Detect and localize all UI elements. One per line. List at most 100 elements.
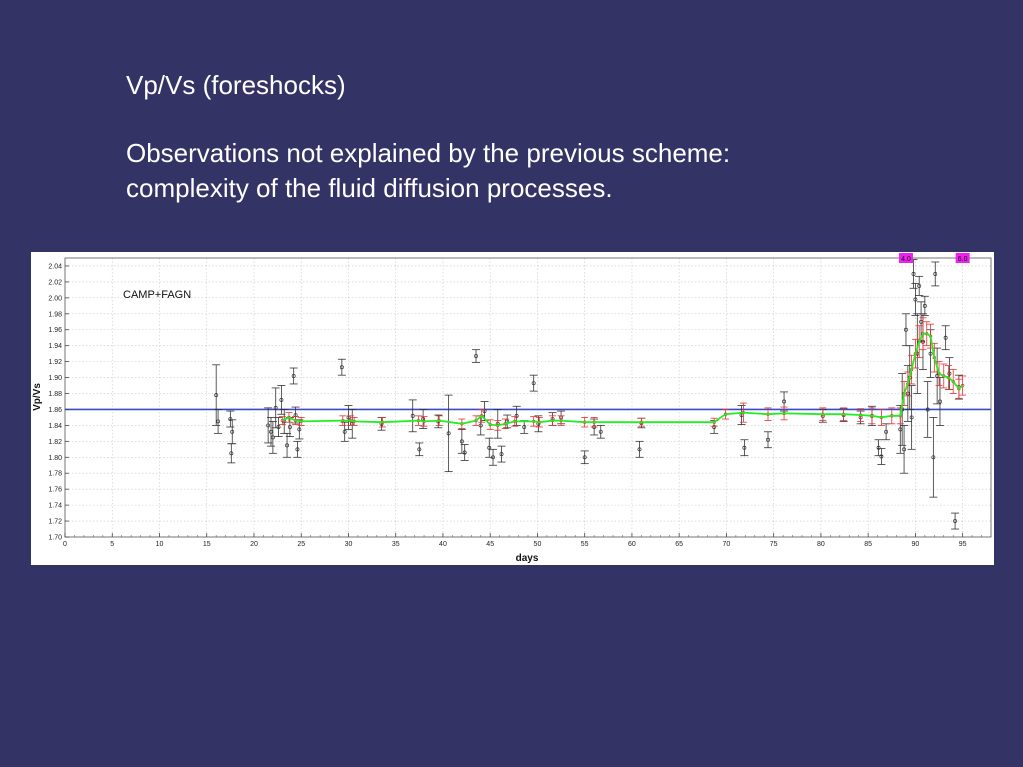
raw-point: [268, 421, 277, 454]
raw-point: [931, 261, 940, 287]
data-point: [522, 425, 527, 429]
data-point: [931, 455, 936, 460]
raw-point: [534, 415, 543, 433]
raw-point: [635, 440, 644, 458]
data-point: [933, 271, 938, 276]
y-tick-label: 2.02: [48, 279, 62, 286]
raw-point: [920, 295, 929, 316]
data-point: [295, 447, 300, 452]
data-point: [917, 283, 922, 288]
chart-annotation: CAMP+FAGN: [123, 289, 191, 301]
grid-layer: [64, 258, 991, 538]
y-tick-label: 1.92: [48, 359, 62, 366]
plot-frame: [64, 257, 992, 538]
y-tick-label: 2.00: [48, 295, 62, 302]
y-tick-label: 1.70: [48, 535, 62, 542]
x-tick-label: 15: [203, 541, 211, 548]
raw-point: [419, 409, 428, 429]
raw-point: [764, 431, 773, 449]
y-tick-label: 1.86: [48, 407, 62, 414]
raw-point: [472, 349, 481, 363]
raw-point: [941, 325, 950, 351]
x-tick-label: 85: [864, 541, 872, 548]
raw-point: [580, 450, 589, 465]
x-axis-label: days: [516, 553, 539, 564]
x-tick-label: 50: [534, 541, 542, 548]
data-point: [459, 439, 464, 444]
raw-point: [900, 424, 909, 474]
raw-point: [283, 432, 292, 458]
x-tick-label: 25: [297, 541, 305, 548]
raw-point: [293, 440, 302, 458]
raw-point: [226, 410, 235, 428]
event-marker-layer: 4.0 6.0: [898, 253, 970, 263]
data-point: [928, 351, 933, 356]
y-tick-label: 1.72: [48, 519, 62, 526]
data-point: [782, 399, 787, 404]
y-tick-label: 1.98: [48, 311, 62, 318]
data-point: [582, 455, 587, 460]
raw-point: [489, 448, 498, 466]
body-line-2: complexity of the fluid diffusion proces…: [126, 173, 613, 203]
data-point: [922, 303, 927, 308]
x-tick-label: 55: [581, 541, 589, 548]
data-point: [339, 365, 344, 370]
data-point: [911, 271, 916, 276]
data-point: [879, 454, 884, 459]
data-point: [902, 447, 907, 452]
y-tick-label: 1.88: [48, 391, 62, 398]
raw-point: [228, 419, 237, 445]
data-point: [279, 397, 284, 402]
x-tick-label: 0: [63, 541, 67, 548]
data-point: [446, 431, 451, 436]
data-point: [266, 423, 271, 428]
event-marker-label: 6.0: [958, 256, 968, 263]
x-tick-label: 45: [486, 541, 494, 548]
raw-point: [266, 417, 275, 447]
data-point: [291, 374, 296, 378]
event-marker: 6.0: [955, 253, 970, 263]
raw-point: [877, 448, 886, 465]
raw-point: [882, 423, 891, 441]
data-point: [214, 393, 219, 398]
data-point: [410, 413, 415, 418]
data-point: [417, 447, 422, 452]
raw-point: [909, 259, 918, 289]
data-point: [909, 415, 914, 420]
data-point: [531, 381, 536, 386]
data-point: [287, 425, 292, 429]
data-point: [637, 447, 642, 452]
y-tick-label: 1.74: [48, 503, 62, 510]
raw-point: [460, 444, 469, 461]
raw-point: [274, 417, 283, 437]
raw-point: [214, 409, 223, 434]
y-tick-label: 1.82: [48, 439, 62, 446]
smoothed-line: [281, 332, 964, 427]
data-point: [228, 417, 233, 421]
raw-point: [945, 357, 954, 390]
smoothed-point: [530, 416, 538, 427]
data-point: [276, 425, 281, 429]
raw-point: [444, 394, 453, 473]
raw-point: [212, 364, 221, 426]
raw-point: [907, 385, 916, 450]
event-marker: 4.0: [898, 253, 913, 263]
data-point: [947, 371, 952, 376]
raw-point: [529, 374, 538, 392]
data-point: [766, 437, 770, 442]
y-tick-label: 1.76: [48, 487, 62, 494]
data-point: [270, 435, 275, 440]
data-point: [943, 335, 948, 340]
smoothed-data-layer: [278, 317, 967, 431]
x-tick-label: 10: [156, 541, 164, 548]
y-tick-label: 1.80: [48, 455, 62, 462]
x-tick-label: 70: [723, 541, 731, 548]
data-point: [953, 519, 958, 524]
raw-point: [497, 445, 506, 463]
x-tick-label: 75: [770, 541, 778, 548]
data-point: [297, 427, 302, 432]
raw-point: [915, 275, 924, 296]
raw-point: [911, 283, 920, 316]
raw-point: [377, 417, 386, 431]
raw-point: [289, 367, 298, 385]
